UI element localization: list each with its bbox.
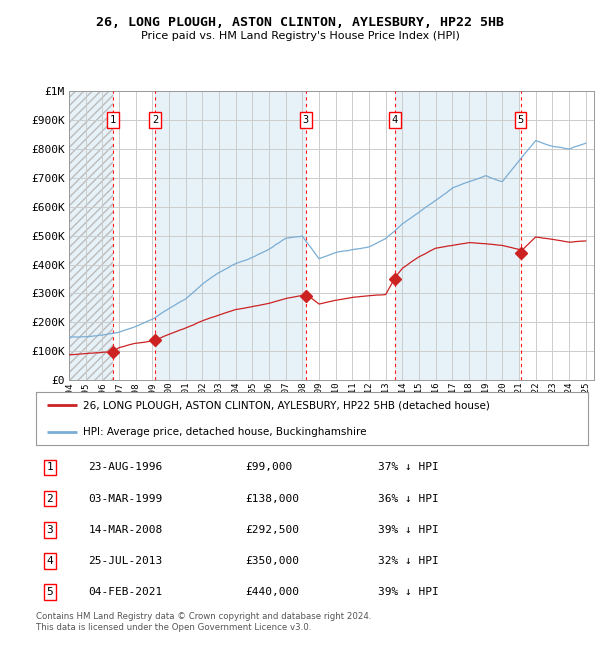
Bar [306,91,395,380]
Text: £440,000: £440,000 [246,587,300,597]
Text: 23-AUG-1996: 23-AUG-1996 [88,462,163,473]
Text: 26, LONG PLOUGH, ASTON CLINTON, AYLESBURY, HP22 5HB (detached house): 26, LONG PLOUGH, ASTON CLINTON, AYLESBUR… [83,400,490,410]
Bar [69,91,113,380]
Text: Price paid vs. HM Land Registry's House Price Index (HPI): Price paid vs. HM Land Registry's House … [140,31,460,41]
Text: 5: 5 [517,115,524,125]
Text: £138,000: £138,000 [246,493,300,504]
Text: 5: 5 [46,587,53,597]
Bar [69,91,113,380]
Text: 26, LONG PLOUGH, ASTON CLINTON, AYLESBURY, HP22 5HB: 26, LONG PLOUGH, ASTON CLINTON, AYLESBUR… [96,16,504,29]
Text: 32% ↓ HPI: 32% ↓ HPI [378,556,439,566]
Text: 1: 1 [110,115,116,125]
Text: 25-JUL-2013: 25-JUL-2013 [88,556,163,566]
Text: HPI: Average price, detached house, Buckinghamshire: HPI: Average price, detached house, Buck… [83,427,367,437]
Text: 3: 3 [303,115,309,125]
Text: 39% ↓ HPI: 39% ↓ HPI [378,587,439,597]
Text: 03-MAR-1999: 03-MAR-1999 [88,493,163,504]
Text: £99,000: £99,000 [246,462,293,473]
Text: 2: 2 [152,115,158,125]
Text: 4: 4 [392,115,398,125]
Bar [521,91,594,380]
Text: 3: 3 [46,525,53,535]
Text: 2: 2 [46,493,53,504]
Text: 14-MAR-2008: 14-MAR-2008 [88,525,163,535]
Text: £292,500: £292,500 [246,525,300,535]
Text: 39% ↓ HPI: 39% ↓ HPI [378,525,439,535]
Text: £350,000: £350,000 [246,556,300,566]
Text: 37% ↓ HPI: 37% ↓ HPI [378,462,439,473]
Bar [113,91,155,380]
Text: 36% ↓ HPI: 36% ↓ HPI [378,493,439,504]
Bar [395,91,520,380]
Bar [155,91,306,380]
Text: 04-FEB-2021: 04-FEB-2021 [88,587,163,597]
Text: 1: 1 [46,462,53,473]
Text: 4: 4 [46,556,53,566]
Text: Contains HM Land Registry data © Crown copyright and database right 2024.
This d: Contains HM Land Registry data © Crown c… [36,612,371,632]
